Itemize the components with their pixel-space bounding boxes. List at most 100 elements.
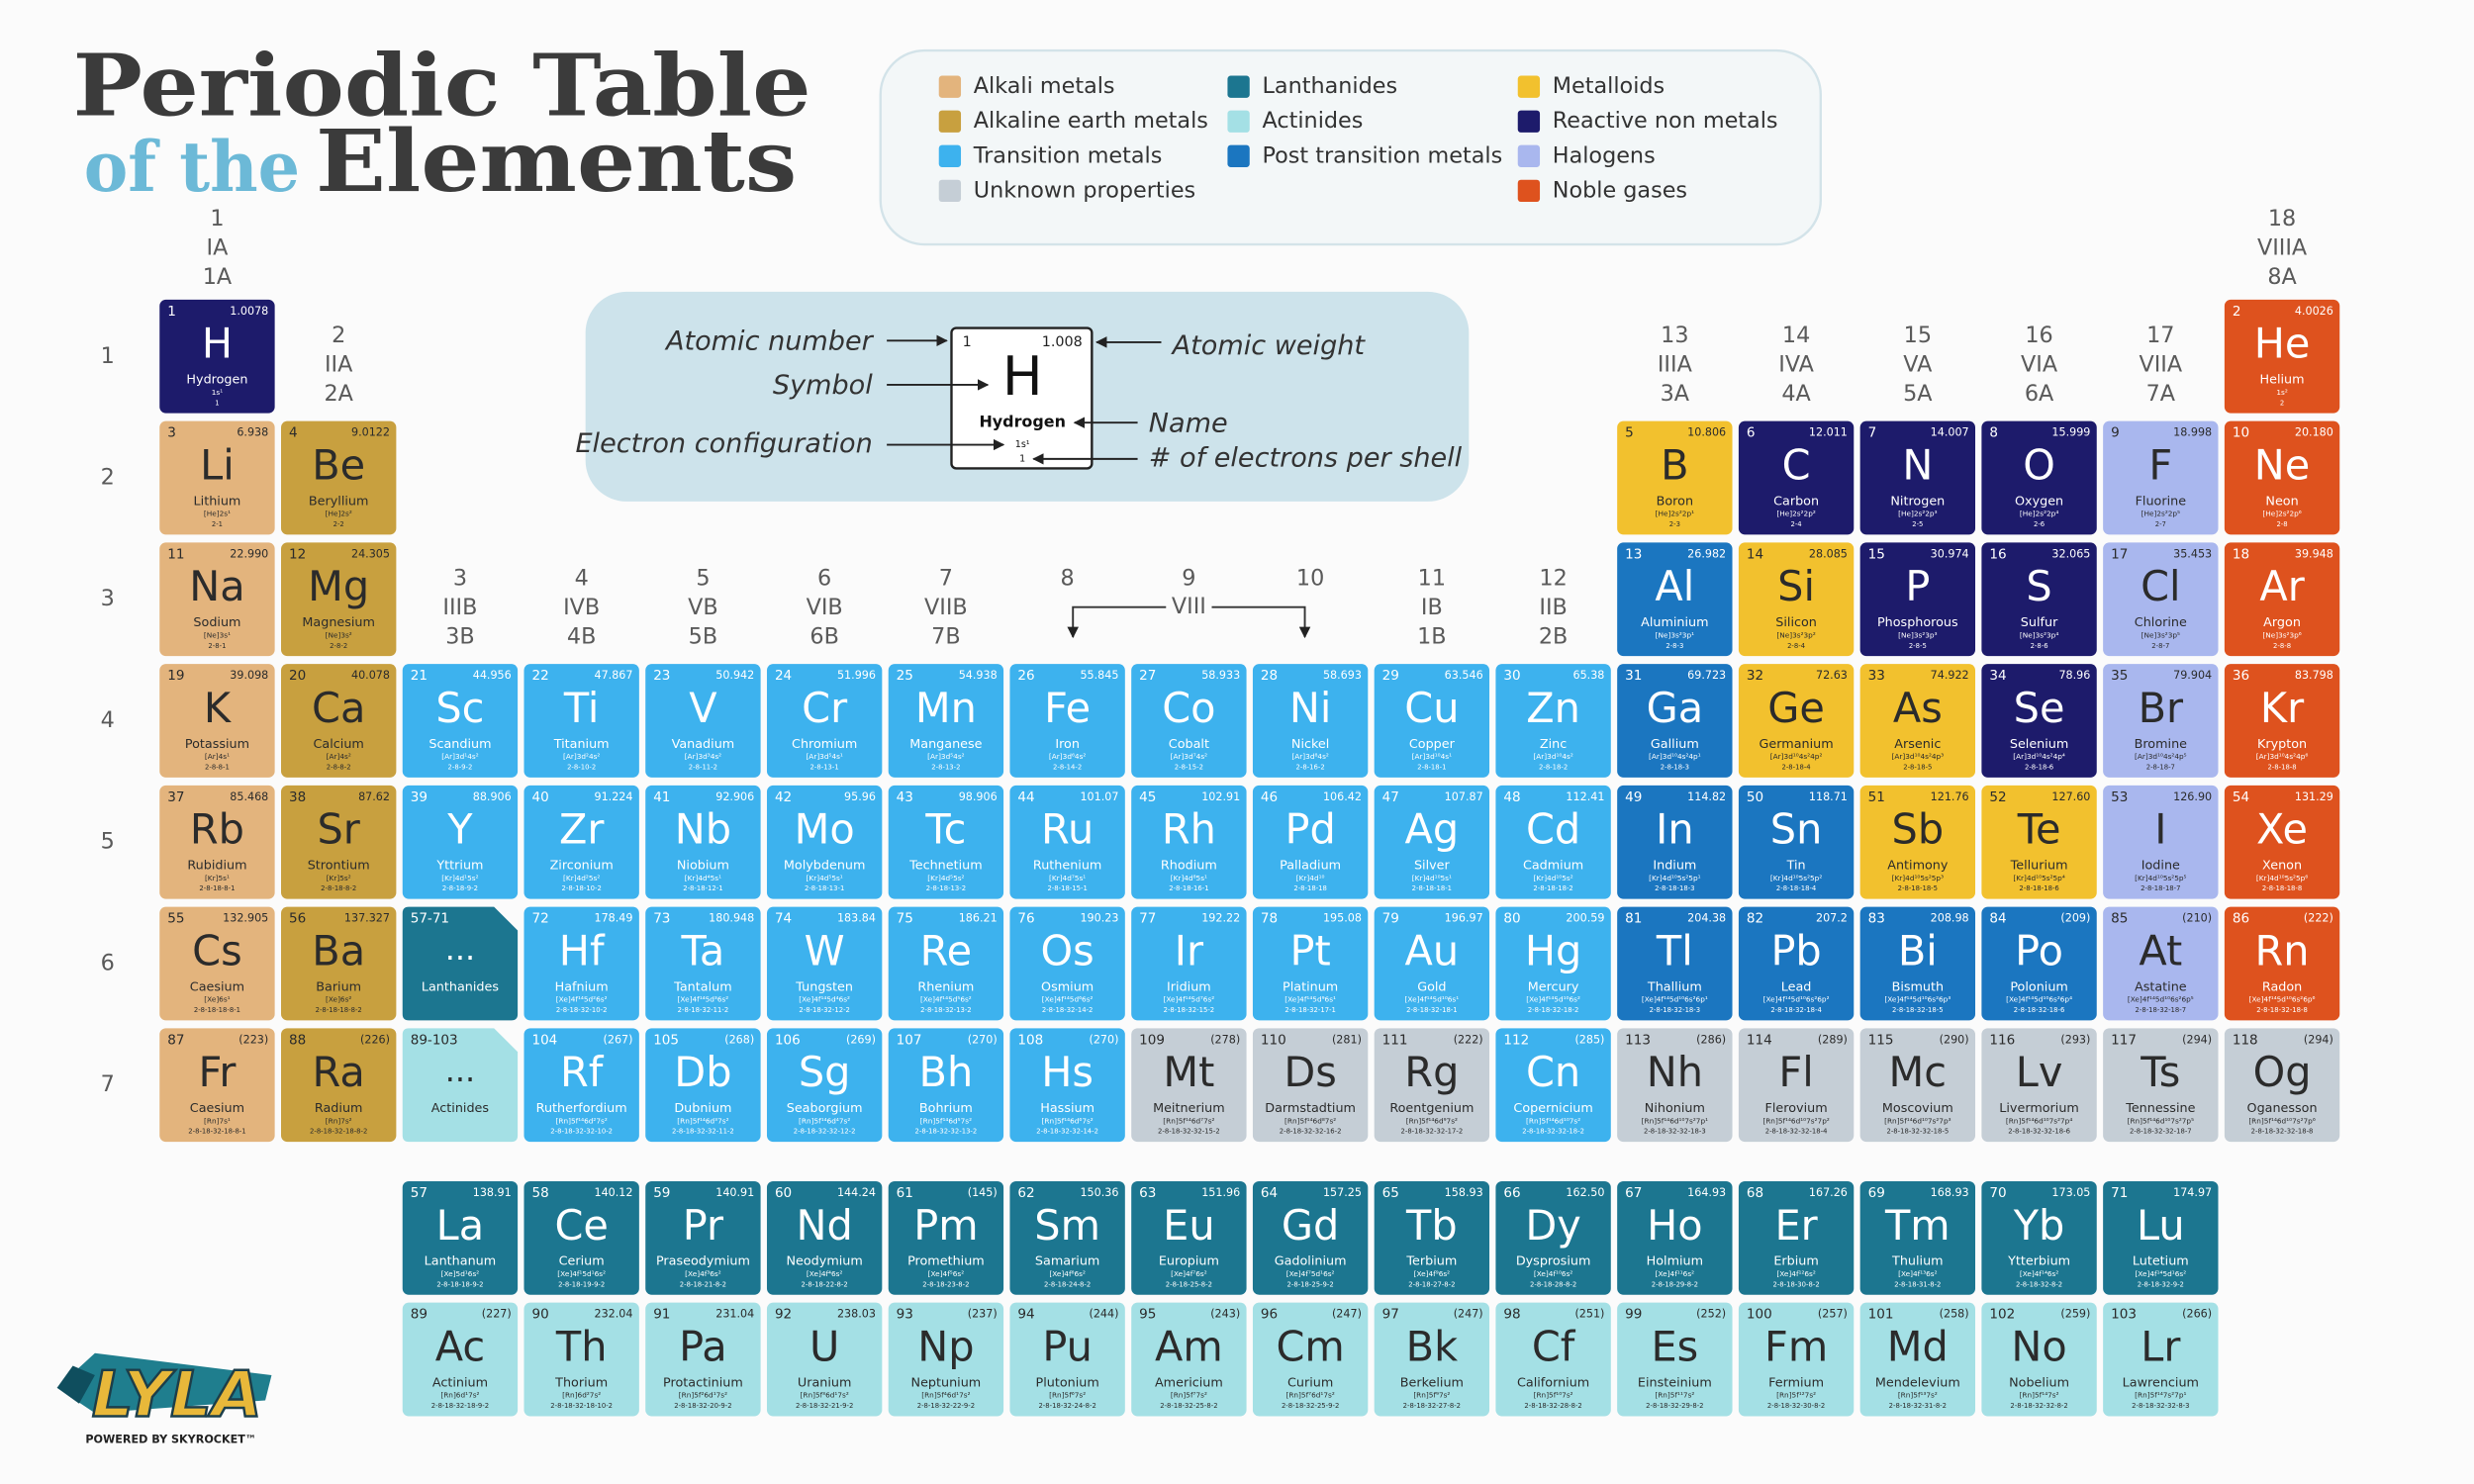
element-cell: 86 (222) Rn Radon[Xe]4f¹⁴5d¹⁰6s²6p⁶ 2-8-18-3… bbox=[2224, 906, 2340, 1021]
electron-config: [Rn]6d²7s² bbox=[562, 1391, 601, 1400]
electron-config: [Kr]4d¹⁰5s² bbox=[1534, 874, 1573, 882]
electron-shells: 2-6 bbox=[2034, 520, 2045, 528]
atomic-number: 50 bbox=[1747, 789, 1763, 805]
symbol: Lv bbox=[2016, 1049, 2063, 1096]
electron-shells: 2-8-18-32-21-9-2 bbox=[796, 1402, 853, 1410]
element-cell: 61 (145) Pm Promethium[Xe]4f⁵6s² 2-8-18-23-8… bbox=[888, 1180, 1004, 1295]
electron-config: [Xe]4f⁵6s² bbox=[928, 1269, 965, 1278]
cell-background bbox=[2103, 664, 2219, 778]
placeholder-range: 89-103 bbox=[411, 1032, 458, 1048]
element-cell: 48 112.41 Cd Cadmium[Kr]4d¹⁰5s² 2-8-18-18-2 bbox=[1495, 785, 1611, 899]
element-name: Tennessine bbox=[2125, 1101, 2195, 1116]
symbol: Hs bbox=[1041, 1049, 1094, 1096]
atomic-number: 116 bbox=[1989, 1032, 2015, 1048]
electron-shells: 2-8-18-18-4 bbox=[1776, 884, 1816, 892]
electron-shells: 2-8-18-32-15-2 bbox=[1164, 1006, 1215, 1014]
electron-config: [Kr]4d¹⁰5s²5p⁵ bbox=[2135, 874, 2186, 882]
atomic-number: 27 bbox=[1139, 668, 1156, 684]
electron-shells: 2-8-18-32-18-8 bbox=[2256, 1006, 2308, 1014]
electron-shells: 2-8-2 bbox=[330, 642, 347, 650]
atomic-number: 67 bbox=[1625, 1185, 1642, 1201]
element-name: Barium bbox=[316, 979, 361, 994]
symbol: Fl bbox=[1778, 1049, 1813, 1096]
atomic-weight: 158.93 bbox=[1445, 1186, 1483, 1199]
group-cas: 1B bbox=[1417, 623, 1446, 649]
cell-background bbox=[281, 906, 397, 1021]
electron-shells: 2-8-18-32-9-2 bbox=[2138, 1280, 2184, 1288]
cell-background bbox=[1374, 664, 1490, 778]
atomic-number: 97 bbox=[1382, 1307, 1399, 1323]
atomic-number: 7 bbox=[1868, 425, 1877, 441]
atomic-weight: 190.23 bbox=[1080, 912, 1118, 925]
atomic-weight: 144.24 bbox=[837, 1186, 876, 1199]
electron-config: [Kr]4d¹⁰5s²5p⁴ bbox=[2013, 874, 2064, 882]
atomic-number: 1 bbox=[167, 304, 176, 320]
electron-shells: 2-8-18-27-8-2 bbox=[1408, 1280, 1455, 1288]
symbol: Cl bbox=[2141, 563, 2180, 610]
symbol: Rf bbox=[560, 1049, 605, 1096]
electron-config: [Rn]5f¹⁴6d⁶7s² bbox=[1042, 1116, 1094, 1125]
element-name: Technetium bbox=[908, 859, 983, 874]
atomic-weight: 39.948 bbox=[2295, 547, 2333, 560]
atomic-number: 15 bbox=[1868, 546, 1885, 562]
element-cell: 108 (270) Hs Hassium[Rn]5f¹⁴6d⁶7s² 2-8-18-32… bbox=[1009, 1028, 1125, 1143]
electron-config: [Ar]3d¹⁰4s²4p¹ bbox=[1649, 752, 1701, 761]
electron-shells: 2-8-18-32-18-7 bbox=[2136, 1006, 2187, 1014]
atomic-number: 90 bbox=[531, 1307, 548, 1323]
element-cell: 20 40.078 Ca Calcium[Ar]4s² 2-8-8-2 bbox=[281, 664, 397, 778]
atomic-weight: 18.998 bbox=[2173, 426, 2212, 439]
symbol: No bbox=[2011, 1324, 2066, 1371]
symbol: Mn bbox=[915, 685, 977, 732]
electron-shells: 2-8-18-32-25-8-2 bbox=[1160, 1402, 1217, 1410]
element-name: Copper bbox=[1409, 737, 1456, 752]
atomic-number: 23 bbox=[653, 668, 670, 684]
electron-config: [Kr]4d⁷5s¹ bbox=[1049, 874, 1086, 882]
element-cell: 62 150.36 Sm Samarium[Xe]4f⁶6s² 2-8-18-24-8-… bbox=[1009, 1180, 1125, 1295]
element-name: Thulium bbox=[1891, 1254, 1944, 1269]
electron-config: [Ar]3d⁶4s² bbox=[1049, 752, 1086, 761]
electron-shells: 2-8 bbox=[2276, 520, 2287, 528]
element-cell: 101 (258) Md Mendelevium[Rn]5f¹³7s² 2-8-18-3… bbox=[1859, 1302, 1976, 1417]
electron-shells: 2-1 bbox=[212, 520, 223, 528]
atomic-number: 74 bbox=[775, 911, 792, 927]
atomic-number: 113 bbox=[1625, 1032, 1651, 1048]
element-name: Helium bbox=[2260, 373, 2305, 388]
electron-config: [Ar]3d⁵4s¹ bbox=[806, 752, 842, 761]
element-name: Silver bbox=[1414, 859, 1451, 874]
electron-config: [Xe]4f¹¹6s² bbox=[1656, 1269, 1695, 1278]
symbol: Cu bbox=[1404, 685, 1459, 732]
electron-shells: 2-8-16-2 bbox=[1296, 764, 1325, 772]
element-name: Caesium bbox=[190, 979, 244, 994]
element-cell: 14 28.085 Si Silicon[Ne]3s²3p² 2-8-4 bbox=[1738, 542, 1855, 657]
element-name: Rubidium bbox=[187, 859, 246, 874]
element-name: Scandium bbox=[428, 737, 491, 752]
atomic-weight: (257) bbox=[1818, 1308, 1848, 1321]
electron-config: [Xe]4f¹⁴5d⁷6s² bbox=[1164, 995, 1215, 1004]
electron-config: [Ne]3s²3p⁴ bbox=[2020, 630, 2058, 639]
symbol: Rn bbox=[2255, 927, 2310, 974]
placeholder-background bbox=[402, 1028, 519, 1143]
element-name: Titanium bbox=[553, 737, 610, 752]
cell-background bbox=[1859, 1028, 1976, 1143]
atomic-weight: 24.305 bbox=[351, 547, 390, 560]
cell-background bbox=[1495, 906, 1611, 1021]
legend-swatch bbox=[1227, 144, 1250, 167]
element-name: Moscovium bbox=[1882, 1101, 1953, 1116]
electron-shells: 2-8-18-15-1 bbox=[1047, 884, 1087, 892]
period-number: 6 bbox=[101, 950, 115, 975]
atomic-weight: 14.007 bbox=[1931, 426, 1969, 439]
electron-config: [Xe]4f¹²6s² bbox=[1776, 1269, 1816, 1278]
electron-shells: 2-8-18-32-32-8-3 bbox=[2132, 1402, 2189, 1410]
electron-config: [Xe]4f⁴6s² bbox=[807, 1269, 843, 1278]
symbol: Np bbox=[917, 1324, 974, 1371]
atomic-weight: 35.453 bbox=[2173, 547, 2212, 560]
group-roman: IIA bbox=[325, 352, 353, 378]
symbol: O bbox=[2023, 441, 2055, 489]
element-name: Californium bbox=[1517, 1375, 1589, 1390]
element-cell: 113 (286) Nh Nihonium[Rn]5f¹⁴6d¹⁰7s²7p¹ 2-8-… bbox=[1617, 1028, 1733, 1143]
symbol: Tl bbox=[1656, 927, 1693, 974]
symbol: Co bbox=[1162, 685, 1215, 732]
symbol: F bbox=[2148, 441, 2172, 489]
legend-swatch bbox=[938, 75, 962, 98]
electron-shells: 2-8-15-2 bbox=[1175, 764, 1203, 772]
